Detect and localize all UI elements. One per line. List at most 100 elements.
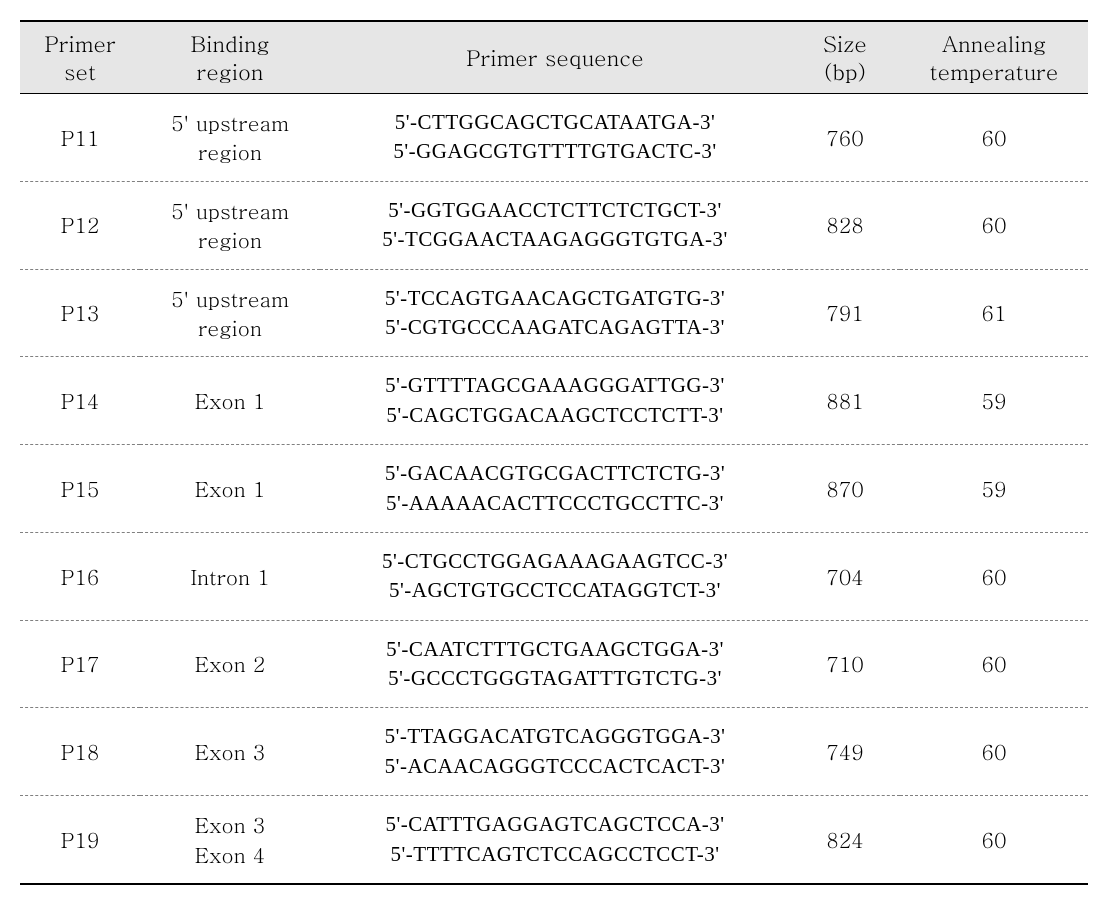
cell-primer-set: P13 [20, 269, 140, 357]
primer-set-value: P16 [61, 561, 100, 591]
size-value: 828 [826, 209, 864, 239]
primer-set-value: P11 [61, 122, 100, 152]
temp-value: 59 [981, 473, 1006, 503]
region-line1: Intron 1 [146, 562, 314, 591]
cell-primer-sequence: 5'-CTTGGCAGCTGCATAATGA-3'5'-GGAGCGTGTTTT… [320, 94, 790, 182]
primer-table: Primer set Binding region Primer sequenc… [20, 20, 1088, 885]
forward-primer: 5'-CTGCCTGGAGAAAGAAGTCC-3' [326, 547, 784, 576]
cell-size: 881 [790, 357, 900, 445]
reverse-primer: 5'-CAGCTGGACAAGCTCCTCTT-3' [326, 401, 784, 430]
table-row: P115' upstreamregion5'-CTTGGCAGCTGCATAAT… [20, 94, 1088, 182]
region-line1: Exon 3 [146, 810, 314, 839]
cell-binding-region: Intron 1 [140, 532, 320, 620]
primer-set-value: P14 [61, 385, 100, 415]
region-line1: 5' upstream [146, 284, 314, 313]
cell-size: 824 [790, 796, 900, 884]
forward-primer: 5'-TTAGGACATGTCAGGGTGGA-3' [326, 722, 784, 751]
temp-value: 60 [981, 122, 1006, 152]
cell-primer-sequence: 5'-TCCAGTGAACAGCTGATGTG-3'5'-CGTGCCCAAGA… [320, 269, 790, 357]
region-line1: Exon 3 [146, 737, 314, 766]
cell-size: 704 [790, 532, 900, 620]
forward-primer: 5'-CATTTGAGGAGTCAGCTCCA-3' [326, 810, 784, 839]
region-line1: 5' upstream [146, 108, 314, 137]
table-body: P115' upstreamregion5'-CTTGGCAGCTGCATAAT… [20, 94, 1088, 885]
size-value: 749 [826, 736, 864, 766]
cell-primer-sequence: 5'-CTGCCTGGAGAAAGAAGTCC-3'5'-AGCTGTGCCTC… [320, 532, 790, 620]
header-annealing-temp: Annealing temperature [900, 21, 1088, 94]
primer-set-value: P15 [61, 473, 100, 503]
cell-size: 760 [790, 94, 900, 182]
header-text: Size [796, 30, 894, 58]
cell-primer-sequence: 5'-GACAACGTGCGACTTCTCTG-3'5'-AAAAACACTTC… [320, 445, 790, 533]
header-text: Primer [26, 30, 134, 58]
header-binding-region: Binding region [140, 21, 320, 94]
cell-binding-region: 5' upstreamregion [140, 181, 320, 269]
cell-binding-region: Exon 2 [140, 620, 320, 708]
cell-annealing-temp: 60 [900, 532, 1088, 620]
primer-set-value: P17 [61, 648, 100, 678]
reverse-primer: 5'-GCCCTGGGTAGATTTGTCTG-3' [326, 664, 784, 693]
table-row: P14Exon 15'-GTTTTAGCGAAAGGGATTGG-3'5'-CA… [20, 357, 1088, 445]
cell-annealing-temp: 59 [900, 357, 1088, 445]
cell-primer-sequence: 5'-GGTGGAACCTCTTCTCTGCT-3'5'-TCGGAACTAAG… [320, 181, 790, 269]
forward-primer: 5'-GTTTTAGCGAAAGGGATTGG-3' [326, 371, 784, 400]
cell-annealing-temp: 60 [900, 94, 1088, 182]
primer-set-value: P19 [61, 824, 100, 854]
cell-size: 749 [790, 708, 900, 796]
region-line2: region [146, 225, 314, 254]
temp-value: 60 [981, 561, 1006, 591]
forward-primer: 5'-GGTGGAACCTCTTCTCTGCT-3' [326, 196, 784, 225]
primer-set-value: P18 [61, 736, 100, 766]
table-row: P16Intron 15'-CTGCCTGGAGAAAGAAGTCC-3'5'-… [20, 532, 1088, 620]
cell-size: 791 [790, 269, 900, 357]
table-row: P13 5' upstreamregion5'-TCCAGTGAACAGCTGAT… [20, 269, 1088, 357]
forward-primer: 5'-GACAACGTGCGACTTCTCTG-3' [326, 459, 784, 488]
cell-primer-sequence: 5'-CAATCTTTGCTGAAGCTGGA-3'5'-GCCCTGGGTAG… [320, 620, 790, 708]
temp-value: 60 [981, 736, 1006, 766]
cell-primer-set: P12 [20, 181, 140, 269]
cell-binding-region: Exon 3Exon 4 [140, 796, 320, 884]
cell-primer-sequence: 5'-GTTTTAGCGAAAGGGATTGG-3'5'-CAGCTGGACAA… [320, 357, 790, 445]
reverse-primer: 5'-AAAAACACTTCCCTGCCTTC-3' [326, 489, 784, 518]
region-line1: 5' upstream [146, 196, 314, 225]
temp-value: 59 [981, 385, 1006, 415]
cell-binding-region: Exon 1 [140, 445, 320, 533]
forward-primer: 5'-CAATCTTTGCTGAAGCTGGA-3' [326, 635, 784, 664]
cell-primer-sequence: 5'-CATTTGAGGAGTCAGCTCCA-3'5'-TTTTCAGTCTC… [320, 796, 790, 884]
header-primer-sequence: Primer sequence [320, 21, 790, 94]
header-text: Primer sequence [466, 42, 644, 73]
primer-set-value: P12 [61, 209, 100, 239]
cell-annealing-temp: 60 [900, 181, 1088, 269]
cell-annealing-temp: 61 [900, 269, 1088, 357]
region-line2: region [146, 137, 314, 166]
region-line2: Exon 4 [146, 840, 314, 869]
cell-binding-region: 5' upstreamregion [140, 269, 320, 357]
size-value: 791 [826, 297, 864, 327]
forward-primer: 5'-TCCAGTGAACAGCTGATGTG-3' [326, 284, 784, 313]
cell-size: 710 [790, 620, 900, 708]
header-text: temperature [906, 58, 1082, 86]
header-text: region [146, 58, 314, 86]
header-text: Binding [146, 30, 314, 58]
region-line1: Exon 1 [146, 386, 314, 415]
temp-value: 60 [981, 648, 1006, 678]
cell-annealing-temp: 60 [900, 708, 1088, 796]
cell-primer-set: P11 [20, 94, 140, 182]
cell-annealing-temp: 60 [900, 796, 1088, 884]
table-row: P15 Exon 15'-GACAACGTGCGACTTCTCTG-3'5'-AA… [20, 445, 1088, 533]
primer-set-value: P13 [61, 297, 100, 327]
cell-primer-set: P15 [20, 445, 140, 533]
table-row: P17Exon 25'-CAATCTTTGCTGAAGCTGGA-3'5'-GC… [20, 620, 1088, 708]
cell-primer-set: P14 [20, 357, 140, 445]
header-text: set [26, 58, 134, 86]
cell-binding-region: 5' upstreamregion [140, 94, 320, 182]
forward-primer: 5'-CTTGGCAGCTGCATAATGA-3' [326, 108, 784, 137]
size-value: 760 [826, 122, 864, 152]
reverse-primer: 5'-AGCTGTGCCTCCATAGGTCT-3' [326, 576, 784, 605]
cell-primer-set: P16 [20, 532, 140, 620]
size-value: 870 [826, 473, 864, 503]
region-line1: Exon 2 [146, 649, 314, 678]
temp-value: 60 [981, 824, 1006, 854]
temp-value: 60 [981, 209, 1006, 239]
header-primer-set: Primer set [20, 21, 140, 94]
